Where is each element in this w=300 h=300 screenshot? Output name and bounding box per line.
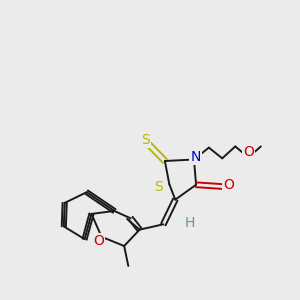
Text: S: S — [154, 180, 163, 194]
Text: O: O — [93, 234, 104, 248]
Text: S: S — [141, 133, 150, 147]
Text: O: O — [223, 178, 234, 192]
Text: N: N — [190, 149, 201, 164]
Text: H: H — [185, 215, 195, 230]
Text: O: O — [243, 145, 254, 159]
